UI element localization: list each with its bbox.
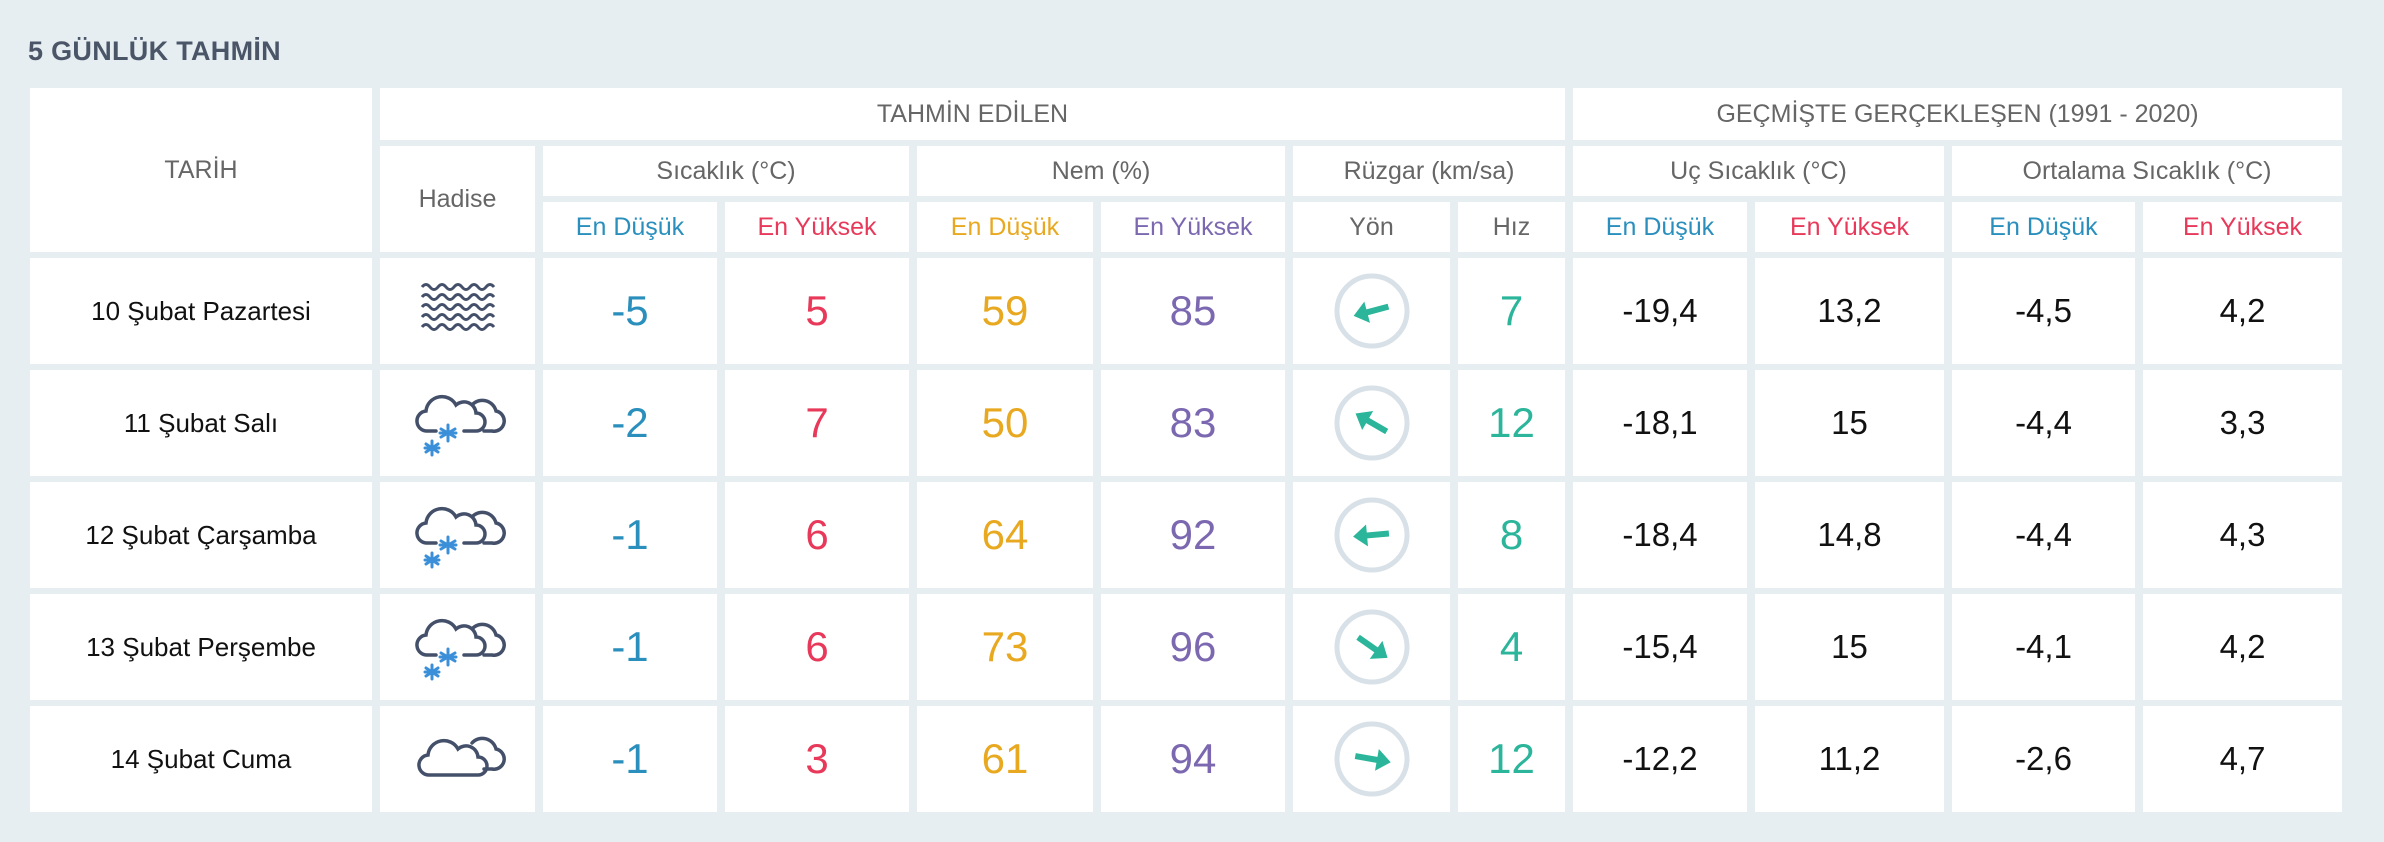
- wind-direction-arrow-icon: [1333, 272, 1411, 350]
- page-title: 5 GÜNLÜK TAHMİN: [28, 36, 281, 66]
- extreme-max-cell: 15: [1755, 370, 1944, 476]
- humidity-min-cell: 64: [917, 482, 1093, 588]
- header-ext-max: En Yüksek: [1755, 202, 1944, 252]
- wind-speed-cell: 12: [1458, 706, 1565, 812]
- temp-min-cell: -2: [543, 370, 717, 476]
- temp-max-cell: 3: [725, 706, 909, 812]
- header-ext-min: En Düşük: [1573, 202, 1747, 252]
- header-extreme-temp: Uç Sıcaklık (°C): [1573, 146, 1944, 196]
- wind-direction-arrow-icon: [1333, 608, 1411, 686]
- extreme-min-cell: -18,1: [1573, 370, 1747, 476]
- header-event: Hadise: [380, 146, 535, 252]
- extreme-min-cell: -19,4: [1573, 258, 1747, 364]
- cloud-icon: [410, 729, 506, 789]
- header-humidity: Nem (%): [917, 146, 1285, 196]
- cloud-snow-icon: [410, 387, 506, 459]
- header-temperature: Sıcaklık (°C): [543, 146, 909, 196]
- event-cell: [380, 370, 535, 476]
- average-min-cell: -4,5: [1952, 258, 2135, 364]
- average-max-cell: 4,7: [2143, 706, 2342, 812]
- temp-min-cell: -1: [543, 594, 717, 700]
- temp-max-cell: 6: [725, 482, 909, 588]
- wind-speed-cell: 8: [1458, 482, 1565, 588]
- cloud-snow-icon: [410, 611, 506, 683]
- header-history: GEÇMİŞTE GERÇEKLEŞEN (1991 - 2020): [1573, 88, 2342, 140]
- wind-direction-arrow-icon: [1333, 384, 1411, 462]
- header-avg-max: En Yüksek: [2143, 202, 2342, 252]
- header-wind: Rüzgar (km/sa): [1293, 146, 1565, 196]
- header-hum-min: En Düşük: [917, 202, 1093, 252]
- date-cell: 14 Şubat Cuma: [30, 706, 372, 812]
- wind-direction-cell: [1293, 706, 1450, 812]
- extreme-max-cell: 14,8: [1755, 482, 1944, 588]
- date-cell: 11 Şubat Salı: [30, 370, 372, 476]
- header-temp-min: En Düşük: [543, 202, 717, 252]
- header-avg-temp: Ortalama Sıcaklık (°C): [1952, 146, 2342, 196]
- extreme-max-cell: 13,2: [1755, 258, 1944, 364]
- wind-direction-cell: [1293, 594, 1450, 700]
- temp-min-cell: -1: [543, 482, 717, 588]
- wind-direction-arrow-icon: [1333, 720, 1411, 798]
- humidity-max-cell: 94: [1101, 706, 1285, 812]
- wind-direction-cell: [1293, 482, 1450, 588]
- header-forecast: TAHMİN EDİLEN: [380, 88, 1565, 140]
- date-cell: 13 Şubat Perşembe: [30, 594, 372, 700]
- header-avg-min: En Düşük: [1952, 202, 2135, 252]
- event-cell: [380, 594, 535, 700]
- temp-max-cell: 5: [725, 258, 909, 364]
- wind-direction-arrow-icon: [1333, 496, 1411, 574]
- average-min-cell: -4,4: [1952, 370, 2135, 476]
- wind-direction-cell: [1293, 370, 1450, 476]
- header-wind-speed: Hız: [1458, 202, 1565, 252]
- average-max-cell: 4,3: [2143, 482, 2342, 588]
- humidity-max-cell: 85: [1101, 258, 1285, 364]
- temp-min-cell: -5: [543, 258, 717, 364]
- temp-max-cell: 6: [725, 594, 909, 700]
- wind-speed-cell: 12: [1458, 370, 1565, 476]
- fog-icon: [418, 281, 498, 341]
- average-min-cell: -2,6: [1952, 706, 2135, 812]
- temp-max-cell: 7: [725, 370, 909, 476]
- average-min-cell: -4,4: [1952, 482, 2135, 588]
- extreme-min-cell: -18,4: [1573, 482, 1747, 588]
- humidity-max-cell: 83: [1101, 370, 1285, 476]
- humidity-max-cell: 96: [1101, 594, 1285, 700]
- header-hum-max: En Yüksek: [1101, 202, 1285, 252]
- humidity-min-cell: 73: [917, 594, 1093, 700]
- extreme-max-cell: 11,2: [1755, 706, 1944, 812]
- event-cell: [380, 482, 535, 588]
- event-cell: [380, 258, 535, 364]
- wind-speed-cell: 4: [1458, 594, 1565, 700]
- date-cell: 10 Şubat Pazartesi: [30, 258, 372, 364]
- humidity-min-cell: 61: [917, 706, 1093, 812]
- header-date: TARİH: [30, 88, 372, 252]
- humidity-max-cell: 92: [1101, 482, 1285, 588]
- wind-speed-cell: 7: [1458, 258, 1565, 364]
- humidity-min-cell: 59: [917, 258, 1093, 364]
- header-temp-max: En Yüksek: [725, 202, 909, 252]
- cloud-snow-icon: [410, 499, 506, 571]
- extreme-max-cell: 15: [1755, 594, 1944, 700]
- average-max-cell: 3,3: [2143, 370, 2342, 476]
- average-max-cell: 4,2: [2143, 258, 2342, 364]
- extreme-min-cell: -12,2: [1573, 706, 1747, 812]
- temp-min-cell: -1: [543, 706, 717, 812]
- date-cell: 12 Şubat Çarşamba: [30, 482, 372, 588]
- humidity-min-cell: 50: [917, 370, 1093, 476]
- average-min-cell: -4,1: [1952, 594, 2135, 700]
- forecast-table: TARİH TAHMİN EDİLEN GEÇMİŞTE GERÇEKLEŞEN…: [30, 88, 2342, 812]
- header-wind-direction: Yön: [1293, 202, 1450, 252]
- event-cell: [380, 706, 535, 812]
- wind-direction-cell: [1293, 258, 1450, 364]
- average-max-cell: 4,2: [2143, 594, 2342, 700]
- extreme-min-cell: -15,4: [1573, 594, 1747, 700]
